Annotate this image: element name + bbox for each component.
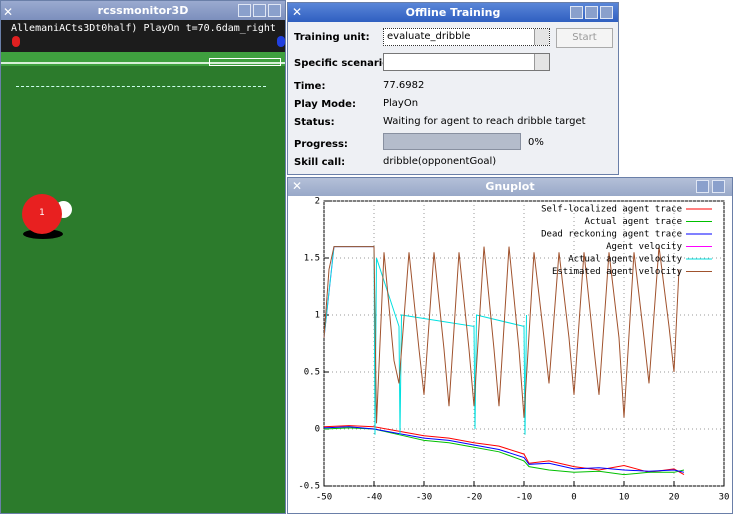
label: Training unit: xyxy=(294,32,370,43)
goal-box xyxy=(209,58,281,66)
combo-arrow[interactable] xyxy=(534,29,549,45)
minimize-button[interactable] xyxy=(238,4,251,17)
y-tick-label: -0.5 xyxy=(298,482,320,492)
window-title: rcssmonitor3D xyxy=(98,4,189,17)
legend-label: Agent velocity xyxy=(606,242,682,252)
maximize-button[interactable] xyxy=(253,4,266,17)
x-tick-label: 10 xyxy=(619,493,630,503)
progress-text: 0% xyxy=(528,137,544,148)
close-button[interactable] xyxy=(268,4,281,17)
value: Waiting for agent to reach dribble targe… xyxy=(383,116,586,127)
gnuplot-window: Gnuplot ✕ -0.5 0 0.5 1 1.5 2 -50 -40 -30 -20 -10 0 1… xyxy=(287,177,733,514)
label: Skill call: xyxy=(294,157,345,168)
legend-label: Actual agent trace xyxy=(584,217,682,227)
legend-label: Estimated agent velocity xyxy=(552,267,683,277)
x-tick-label: -10 xyxy=(516,493,532,503)
monitor-window: rcssmonitor3D ✕ AllemaniACts3Dt0half) Pl… xyxy=(0,0,286,514)
player: 1 xyxy=(22,194,62,234)
combo-value: evaluate_dribble xyxy=(387,31,470,42)
x-tick-label: -30 xyxy=(416,493,432,503)
label: Play Mode: xyxy=(294,99,356,110)
window-title: Gnuplot xyxy=(485,180,534,193)
close-icon[interactable]: ✕ xyxy=(3,5,13,19)
screen: rcssmonitor3D ✕ AllemaniACts3Dt0half) Pl… xyxy=(0,0,733,514)
y-tick-label: 2 xyxy=(315,197,320,207)
scenario-combo[interactable] xyxy=(383,53,550,71)
x-tick-label: 20 xyxy=(669,493,680,503)
progress-bar xyxy=(383,133,521,150)
y-tick-label: 0.5 xyxy=(304,368,320,378)
field-marks xyxy=(16,86,266,87)
legend-label: Actual agent velocity xyxy=(568,255,682,265)
close-icon[interactable]: ✕ xyxy=(292,179,302,193)
x-tick-label: 0 xyxy=(571,493,576,503)
label: Specific scenario: xyxy=(294,58,393,69)
minimize-button[interactable] xyxy=(696,180,709,193)
maximize-button[interactable] xyxy=(585,6,598,19)
combo-arrow[interactable] xyxy=(534,54,549,70)
training-window: Offline Training ✕ Training unit: evalua… xyxy=(287,2,619,175)
close-button[interactable] xyxy=(600,6,613,19)
x-tick-label: -20 xyxy=(466,493,482,503)
value: 77.6982 xyxy=(383,80,424,91)
y-tick-label: 1.5 xyxy=(304,254,320,264)
value: PlayOn xyxy=(383,98,418,109)
close-icon[interactable]: ✕ xyxy=(292,5,302,19)
team-left-marker xyxy=(12,36,20,47)
label: Status: xyxy=(294,117,335,128)
series-line xyxy=(324,427,684,473)
y-tick-label: 0 xyxy=(315,425,320,435)
start-button[interactable]: Start xyxy=(556,28,613,48)
minimize-button[interactable] xyxy=(570,6,583,19)
legend-label: Self-localized agent trace xyxy=(541,205,682,215)
status-line: AllemaniACts3Dt0half) PlayOn t=70.6dam_r… xyxy=(11,23,276,34)
label: Time: xyxy=(294,81,325,92)
window-title: Offline Training xyxy=(406,6,501,19)
title-bar: Offline Training xyxy=(288,3,618,22)
x-tick-label: -40 xyxy=(366,493,382,503)
value: dribble(opponentGoal) xyxy=(383,156,496,167)
series-line xyxy=(324,247,527,435)
label: Progress: xyxy=(294,139,348,150)
y-tick-label: 1 xyxy=(315,311,320,321)
chart: -0.5 0 0.5 1 1.5 2 -50 -40 -30 -20 -10 0 10 20 30 Self-… xyxy=(288,196,733,514)
team-right-marker xyxy=(277,36,285,47)
legend-label: Dead reckoning agent trace xyxy=(541,230,682,240)
unit-combo[interactable]: evaluate_dribble xyxy=(383,28,550,46)
x-tick-label: 30 xyxy=(719,493,730,503)
close-button[interactable] xyxy=(712,180,725,193)
title-bar: Gnuplot xyxy=(288,178,732,196)
series-line xyxy=(324,426,684,475)
x-tick-label: -50 xyxy=(316,493,332,503)
